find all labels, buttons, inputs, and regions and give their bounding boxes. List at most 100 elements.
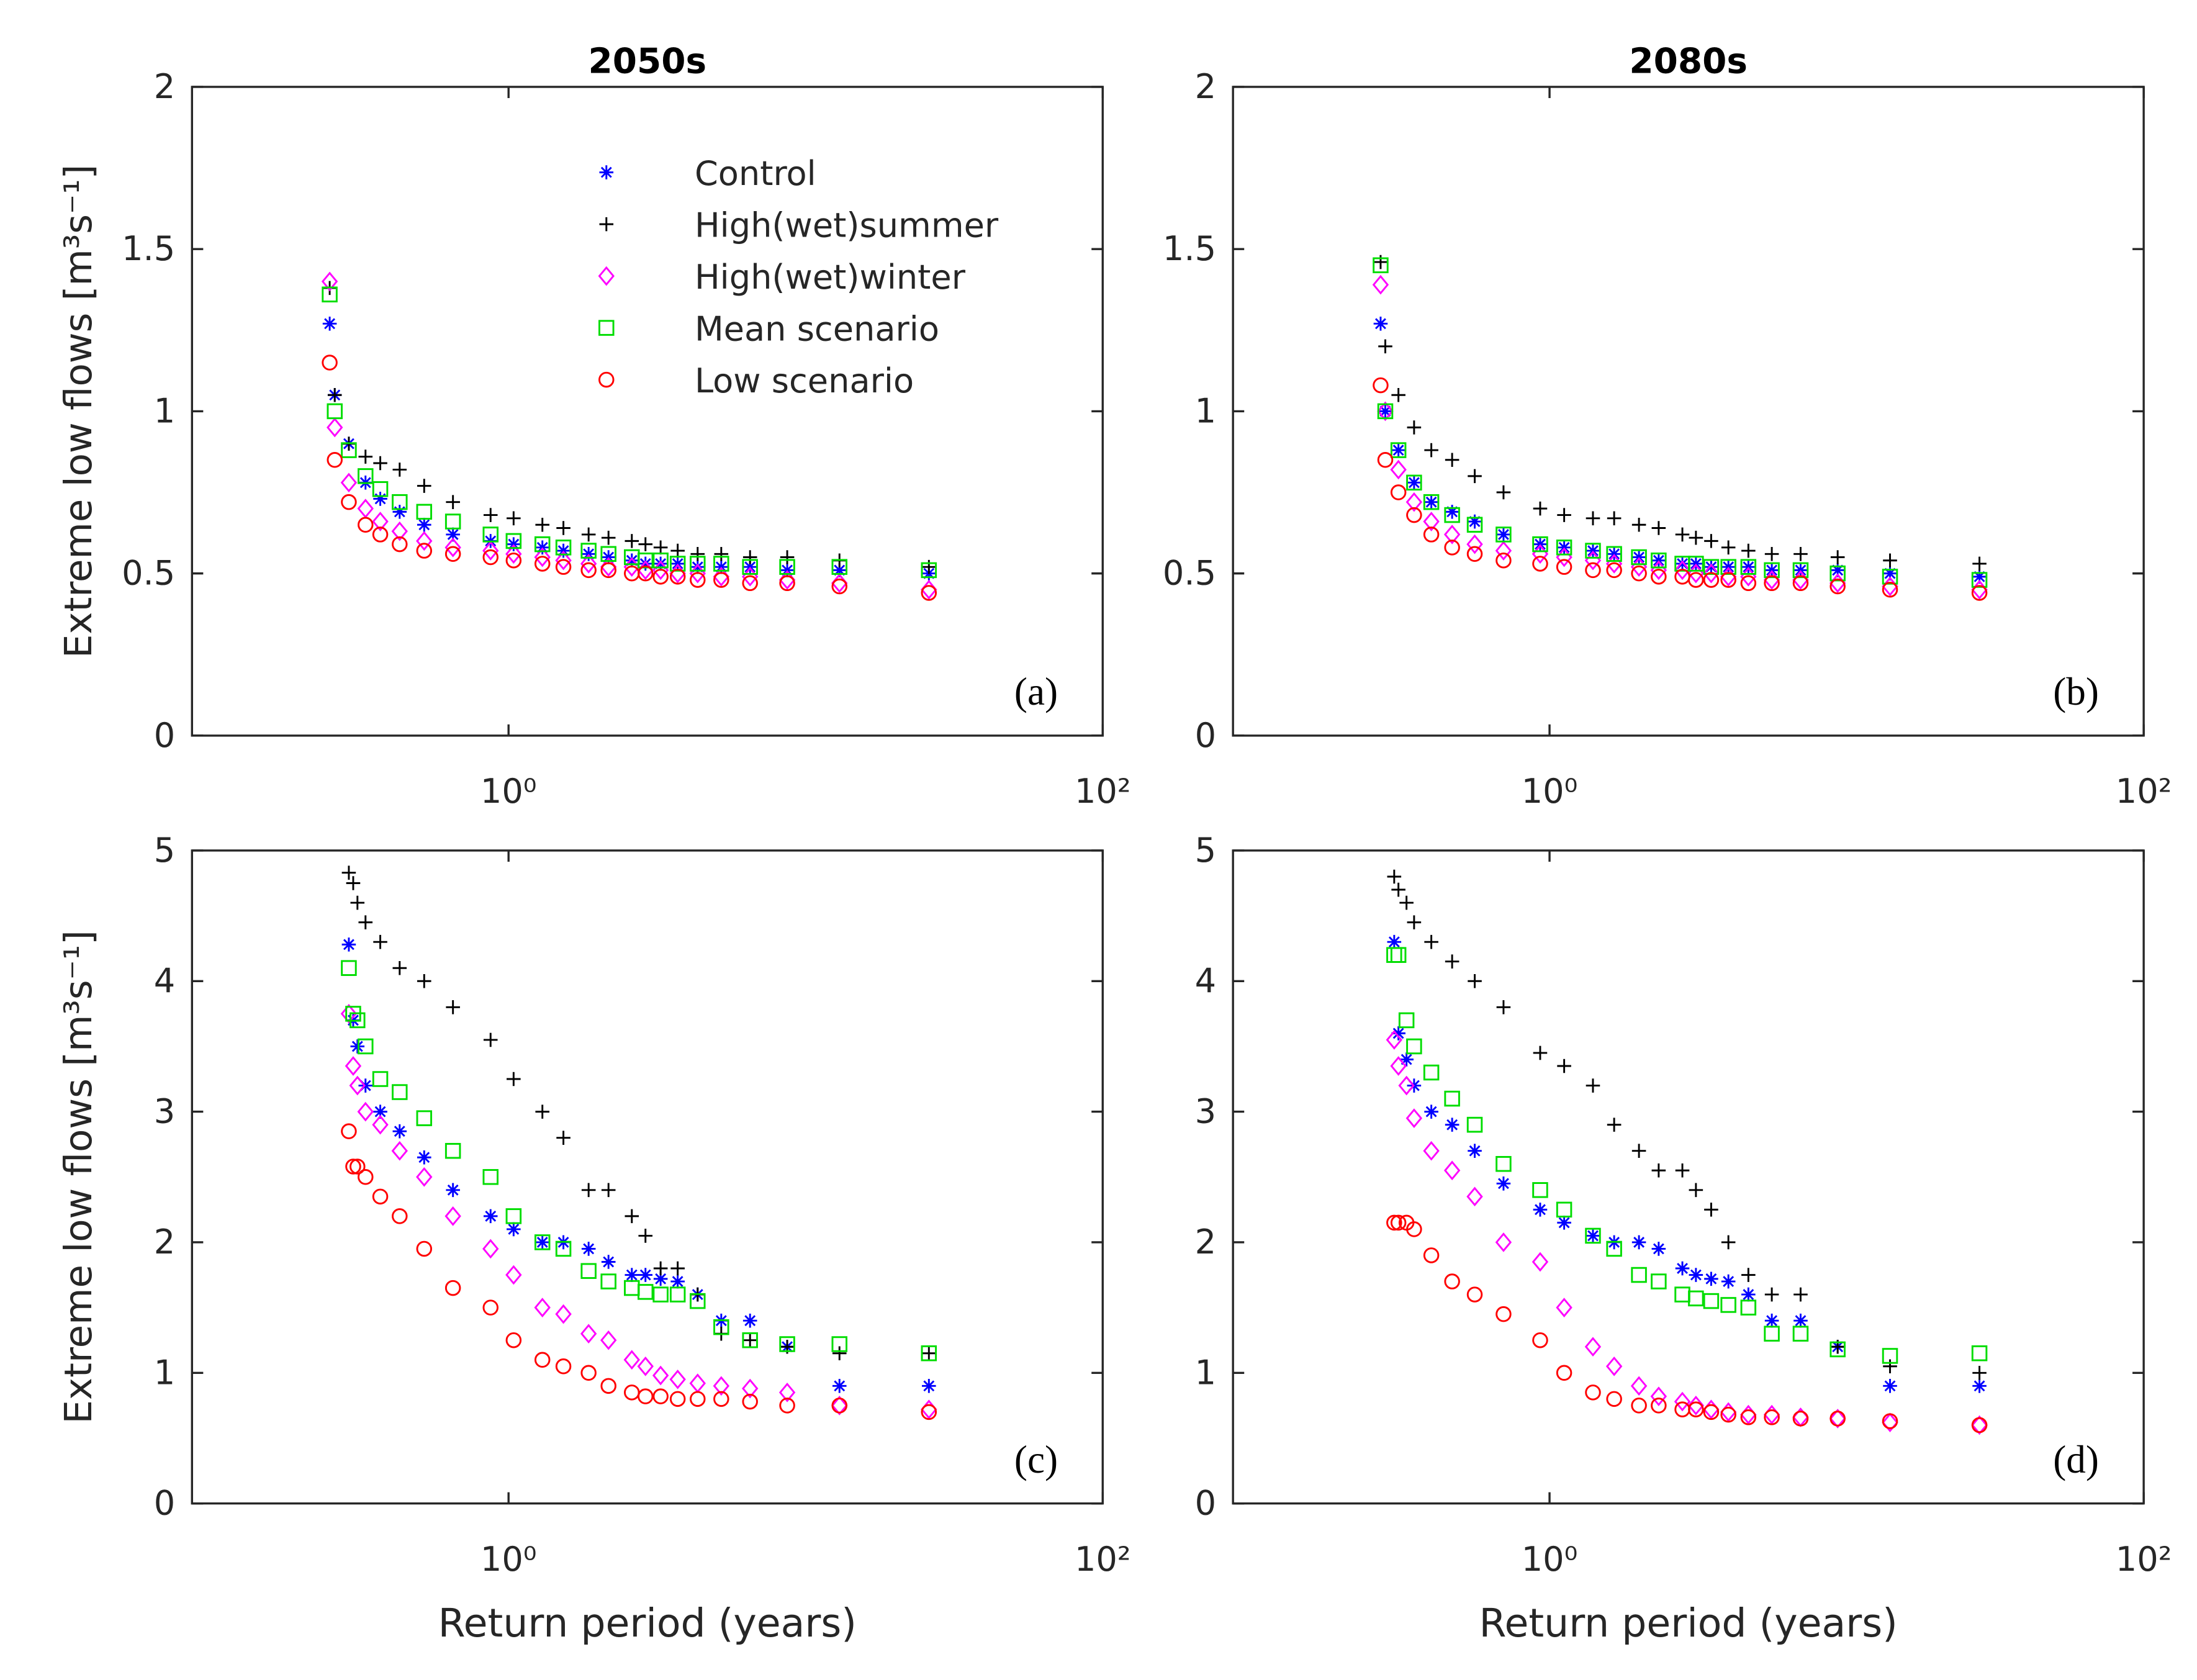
marker-circle <box>505 552 522 569</box>
marker-square <box>1466 1116 1483 1133</box>
marker-star <box>392 1124 407 1139</box>
marker-diamond <box>1703 563 1720 584</box>
marker-diamond <box>349 1075 366 1096</box>
marker-circle <box>624 1384 640 1401</box>
marker-diamond <box>555 550 572 571</box>
marker-star <box>322 317 337 331</box>
marker-square <box>1631 1267 1647 1283</box>
marker-plus <box>350 895 365 910</box>
x-axis-label: Return period (years) <box>1479 1600 1897 1646</box>
marker-star <box>1721 1274 1736 1289</box>
x-axis-label: Return period (years) <box>438 1600 857 1646</box>
marker-square <box>1466 517 1483 533</box>
marker-diamond <box>555 1304 572 1324</box>
marker-square <box>1882 1348 1898 1364</box>
marker-star <box>1651 1242 1666 1256</box>
marker-plus <box>670 1261 685 1276</box>
marker-star <box>1533 1203 1548 1217</box>
marker-plus <box>483 508 498 522</box>
marker-square <box>1764 1325 1780 1342</box>
marker-diamond <box>1372 274 1389 295</box>
marker-square <box>1882 569 1898 585</box>
marker-plus <box>1607 1118 1622 1132</box>
marker-plus <box>373 456 387 471</box>
marker-circle <box>1466 1286 1483 1303</box>
axes-box <box>191 849 1104 1505</box>
marker-star <box>535 1235 549 1250</box>
marker-square <box>1740 1299 1757 1316</box>
marker-plus <box>346 876 361 890</box>
marker-plus <box>1407 420 1422 435</box>
marker-circle <box>742 575 758 592</box>
marker-plus <box>1445 954 1459 969</box>
marker-square <box>1792 562 1809 579</box>
axes-box <box>1232 86 2145 737</box>
marker-square <box>1829 1341 1846 1358</box>
marker-star <box>1631 1235 1646 1250</box>
y-axis-label: Extreme low flows [m³s⁻¹] <box>56 930 101 1424</box>
marker-square <box>1585 543 1601 559</box>
marker-square <box>831 559 848 575</box>
marker-diamond <box>534 547 551 567</box>
marker-star <box>1424 495 1438 509</box>
marker-square <box>713 1319 729 1335</box>
marker-square <box>1398 1012 1415 1029</box>
marker-diamond <box>1650 1386 1667 1406</box>
marker-diamond <box>1390 459 1407 480</box>
marker-square <box>322 286 338 303</box>
marker-plus <box>1557 1059 1571 1073</box>
marker-square <box>341 442 357 458</box>
marker-square <box>1556 1201 1572 1218</box>
marker-plus <box>1764 1287 1779 1302</box>
y-tick-label: 2 <box>154 1222 175 1262</box>
marker-diamond <box>1398 1075 1415 1096</box>
marker-diamond <box>1423 1140 1440 1161</box>
marker-plus <box>1387 869 1402 884</box>
marker-diamond <box>1687 1396 1705 1416</box>
marker-diamond <box>652 1365 669 1386</box>
marker-diamond <box>1674 1391 1691 1412</box>
marker-plus <box>1721 540 1736 555</box>
marker-circle <box>350 1158 366 1175</box>
y-tick-label: 0 <box>1195 716 1216 755</box>
marker-square <box>1444 507 1460 523</box>
marker-plus <box>653 540 668 555</box>
marker-square <box>921 562 937 579</box>
marker-diamond <box>778 1383 796 1402</box>
marker-circle <box>1688 572 1704 588</box>
marker-circle <box>1882 582 1898 598</box>
marker-plus <box>417 479 431 493</box>
marker-square <box>534 536 551 553</box>
marker-diamond <box>921 579 937 600</box>
marker-plus <box>1741 543 1756 558</box>
marker-diamond <box>580 554 597 574</box>
marker-circle <box>1390 1214 1407 1231</box>
marker-circle <box>444 1280 461 1296</box>
marker-square <box>600 546 616 562</box>
marker-star <box>1387 934 1402 949</box>
marker-diamond <box>1740 1404 1757 1425</box>
marker-plus <box>922 559 936 574</box>
y-tick-label: 0 <box>154 716 175 755</box>
marker-circle <box>1764 575 1780 592</box>
x-tick-label: 10⁰ <box>480 1540 537 1579</box>
marker-circle <box>1740 1409 1757 1425</box>
marker-square <box>1651 1273 1667 1289</box>
marker-square <box>444 1142 461 1159</box>
marker-star <box>373 1104 387 1119</box>
y-tick-label: 0.5 <box>122 554 175 593</box>
x-tick-label: 10² <box>2116 772 2172 811</box>
marker-circle <box>345 1158 361 1175</box>
marker-diamond <box>321 271 338 292</box>
marker-square <box>624 1280 640 1296</box>
marker-star <box>1883 1379 1897 1393</box>
marker-circle <box>1556 559 1572 575</box>
marker-star <box>832 1379 847 1393</box>
marker-diamond <box>1630 1376 1648 1396</box>
marker-plus <box>1607 511 1622 526</box>
marker-circle <box>1720 1406 1736 1423</box>
marker-square <box>669 556 686 572</box>
marker-circle <box>1792 1411 1809 1427</box>
marker-plus <box>358 915 373 929</box>
marker-plus <box>1651 1163 1666 1178</box>
